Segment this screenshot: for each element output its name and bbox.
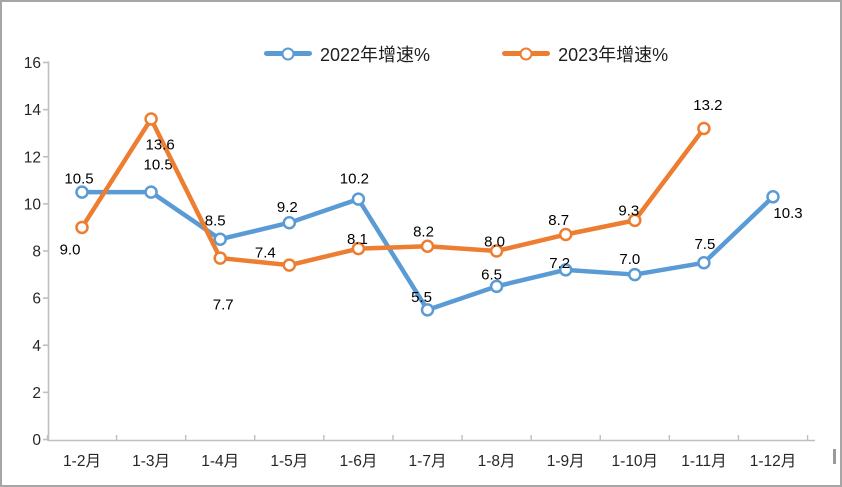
x-axis-category-label: 1-6月: [339, 453, 377, 470]
y-axis-tick-label: 2: [32, 385, 41, 402]
data-point-marker-2022年增速%[interactable]: [75, 185, 89, 199]
data-label-2022年增速%: 10.3: [773, 205, 802, 222]
y-axis-tick-label: 14: [24, 102, 42, 119]
data-point-marker-2023年增速%[interactable]: [351, 241, 366, 256]
y-axis-tick-label: 0: [32, 432, 41, 449]
data-label-2023年增速%: 8.1: [347, 231, 368, 248]
x-axis-category-label: 1-4月: [201, 453, 239, 470]
y-axis-tick-label: 12: [24, 149, 41, 166]
data-point-marker-2023年增速%[interactable]: [697, 121, 711, 136]
data-point-marker-2023年增速%[interactable]: [144, 112, 158, 126]
data-label-2023年增速%: 9.0: [60, 242, 81, 259]
data-point-marker-2022年增速%[interactable]: [628, 267, 642, 282]
data-point-marker-2022年增速%[interactable]: [766, 190, 780, 204]
data-label-2022年增速%: 10.5: [143, 156, 172, 173]
x-axis-category-label: 1-10月: [612, 453, 659, 470]
data-label-2022年增速%: 10.5: [64, 170, 93, 187]
data-label-2022年增速%: 6.5: [481, 267, 502, 284]
x-axis-category-label: 1-11月: [681, 453, 726, 470]
chart-legend: 2022年增速% 2023年增速%: [264, 40, 668, 67]
data-label-2022年增速%: 10.2: [340, 170, 369, 187]
data-label-2023年增速%: 8.7: [548, 212, 569, 229]
data-point-marker-2023年增速%[interactable]: [420, 239, 435, 254]
data-point-marker-2023年增速%[interactable]: [75, 220, 89, 235]
data-point-marker-2022年增速%[interactable]: [697, 256, 711, 270]
i-beam-cursor: [833, 449, 836, 464]
x-axis-category-label: 1-8月: [478, 453, 516, 470]
data-label-2022年增速%: 8.5: [205, 213, 226, 230]
data-point-marker-2022年增速%[interactable]: [351, 192, 366, 206]
data-point-marker-2023年增速%[interactable]: [628, 213, 642, 228]
data-point-marker-2023年增速%[interactable]: [213, 251, 227, 265]
legend-entry-2023[interactable]: 2023年增速%: [502, 40, 668, 67]
data-label-2022年增速%: 7.2: [549, 255, 570, 272]
legend-circle-marker-2023-icon: [519, 47, 533, 60]
x-axis-category-label: 1-5月: [270, 453, 308, 470]
data-point-marker-2022年增速%[interactable]: [144, 185, 158, 199]
data-label-2023年增速%: 13.6: [145, 136, 174, 153]
data-point-marker-2023年增速%[interactable]: [558, 227, 573, 242]
y-axis-tick-label: 10: [24, 196, 42, 213]
data-label-2022年增速%: 5.5: [411, 289, 432, 306]
data-point-marker-2022年增速%[interactable]: [489, 279, 504, 294]
y-axis-tick-label: 4: [32, 338, 41, 355]
data-label-2023年增速%: 8.2: [413, 224, 434, 241]
data-label-2022年增速%: 7.0: [619, 251, 640, 268]
legend-line-marker-2022-icon: [264, 47, 312, 60]
legend-label-2022: 2022年增速%: [320, 44, 431, 65]
data-point-marker-2022年增速%[interactable]: [282, 215, 297, 230]
data-point-marker-2022年增速%[interactable]: [420, 303, 435, 317]
data-label-2023年增速%: 7.4: [255, 244, 276, 261]
x-axis-category-label: 1-3月: [132, 453, 170, 470]
data-point-marker-2023年增速%[interactable]: [489, 244, 504, 258]
data-label-2022年增速%: 7.5: [694, 236, 715, 253]
data-label-2023年增速%: 9.3: [618, 203, 639, 220]
data-label-2022年增速%: 9.2: [277, 199, 298, 216]
data-label-2023年增速%: 13.2: [693, 97, 722, 114]
data-point-marker-2023年增速%[interactable]: [282, 258, 297, 272]
y-axis-tick-label: 6: [32, 291, 41, 308]
legend-label-2023: 2023年增速%: [558, 44, 669, 65]
data-label-2023年增速%: 7.7: [213, 296, 234, 313]
data-point-marker-2022年增速%[interactable]: [558, 263, 573, 277]
data-label-2023年增速%: 8.0: [484, 233, 505, 250]
y-axis-tick-label: 8: [32, 244, 41, 261]
x-axis-category-label: 1-7月: [409, 453, 447, 470]
series-line-2023年增速%[interactable]: [79, 116, 707, 268]
legend-circle-marker-2022-icon: [281, 47, 295, 60]
x-axis-category-label: 1-12月: [750, 453, 797, 470]
legend-entry-2022[interactable]: 2022年增速%: [264, 40, 430, 67]
x-axis-category-label: 1-9月: [547, 453, 585, 470]
x-axis-category-label: 1-2月: [63, 453, 101, 470]
y-axis-tick-label: 16: [24, 55, 41, 72]
data-point-marker-2022年增速%[interactable]: [213, 232, 227, 246]
legend-line-marker-2023-icon: [502, 47, 551, 60]
